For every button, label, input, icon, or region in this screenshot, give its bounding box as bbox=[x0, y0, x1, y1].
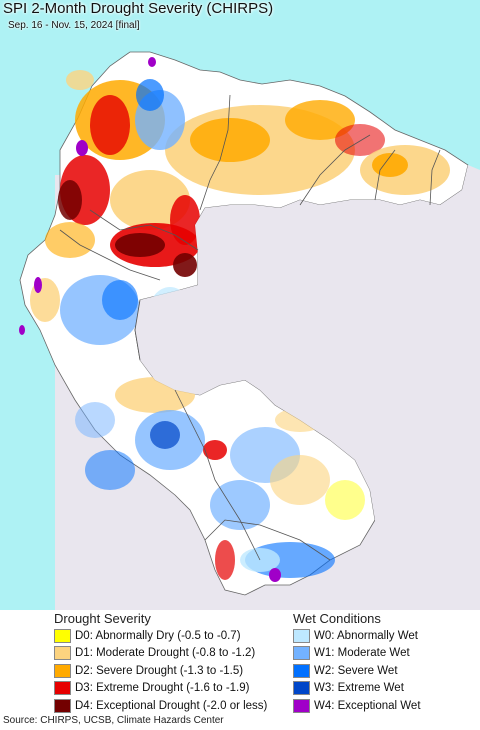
map-canvas bbox=[0, 0, 480, 610]
drought-legend-title: Drought Severity bbox=[54, 611, 151, 626]
legend-swatch-w0 bbox=[293, 628, 310, 643]
outside-region bbox=[135, 165, 480, 610]
legend-swatch-d3 bbox=[54, 681, 71, 696]
legend-item-d1: D1: Moderate Drought (-0.8 to -1.2) bbox=[54, 645, 284, 663]
legend-label-w0: W0: Abnormally Wet bbox=[314, 629, 418, 642]
legend-label-w4: W4: Exceptional Wet bbox=[314, 699, 421, 712]
legend-label-d4: D4: Exceptional Drought (-2.0 or less) bbox=[75, 699, 268, 712]
drought-legend: Drought Severity D0: Abnormally Dry (-0.… bbox=[54, 610, 284, 713]
legend-swatch-w4 bbox=[293, 698, 310, 713]
legend-label-d2: D2: Severe Drought (-1.3 to -1.5) bbox=[75, 664, 244, 677]
map-subtitle: Sep. 16 - Nov. 15, 2024 [final] bbox=[8, 20, 140, 31]
legend-label-d0: D0: Abnormally Dry (-0.5 to -0.7) bbox=[75, 629, 241, 642]
legend-swatch-w1 bbox=[293, 646, 310, 661]
legend-item-d2: D2: Severe Drought (-1.3 to -1.5) bbox=[54, 662, 284, 680]
legend-item-w2: W2: Severe Wet bbox=[293, 662, 478, 680]
drought-map: SPI 2-Month Drought Severity (CHIRPS) Se… bbox=[0, 0, 480, 610]
legend-swatch-d2 bbox=[54, 663, 71, 678]
legend-label-w3: W3: Extreme Wet bbox=[314, 682, 404, 695]
legend-item-w1: W1: Moderate Wet bbox=[293, 645, 478, 663]
legend-label-d1: D1: Moderate Drought (-0.8 to -1.2) bbox=[75, 647, 256, 660]
legend-item-d4: D4: Exceptional Drought (-2.0 or less) bbox=[54, 697, 284, 715]
legend-item-w3: W3: Extreme Wet bbox=[293, 680, 478, 698]
legend-label-w1: W1: Moderate Wet bbox=[314, 647, 410, 660]
legend-item-w4: W4: Exceptional Wet bbox=[293, 697, 478, 715]
legend-label-d3: D3: Extreme Drought (-1.6 to -1.9) bbox=[75, 682, 250, 695]
legend-swatch-d4 bbox=[54, 698, 71, 713]
wet-legend-title: Wet Conditions bbox=[293, 611, 381, 626]
legend-item-d3: D3: Extreme Drought (-1.6 to -1.9) bbox=[54, 680, 284, 698]
severity-patches bbox=[30, 70, 450, 580]
wet-legend: Wet Conditions W0: Abnormally Wet W1: Mo… bbox=[293, 610, 478, 713]
legend-label-w2: W2: Severe Wet bbox=[314, 664, 398, 677]
country-borders bbox=[59, 94, 441, 561]
source-credit: Source: CHIRPS, UCSB, Climate Hazards Ce… bbox=[3, 715, 224, 726]
legend-item-w0: W0: Abnormally Wet bbox=[293, 627, 478, 645]
exceptional-wet-spots bbox=[19, 57, 281, 582]
legend-swatch-w3 bbox=[293, 681, 310, 696]
map-title: SPI 2-Month Drought Severity (CHIRPS) bbox=[3, 0, 274, 17]
legend-swatch-d0 bbox=[54, 628, 71, 643]
legend-item-d0: D0: Abnormally Dry (-0.5 to -0.7) bbox=[54, 627, 284, 645]
legend-swatch-w2 bbox=[293, 663, 310, 678]
legend-swatch-d1 bbox=[54, 646, 71, 661]
